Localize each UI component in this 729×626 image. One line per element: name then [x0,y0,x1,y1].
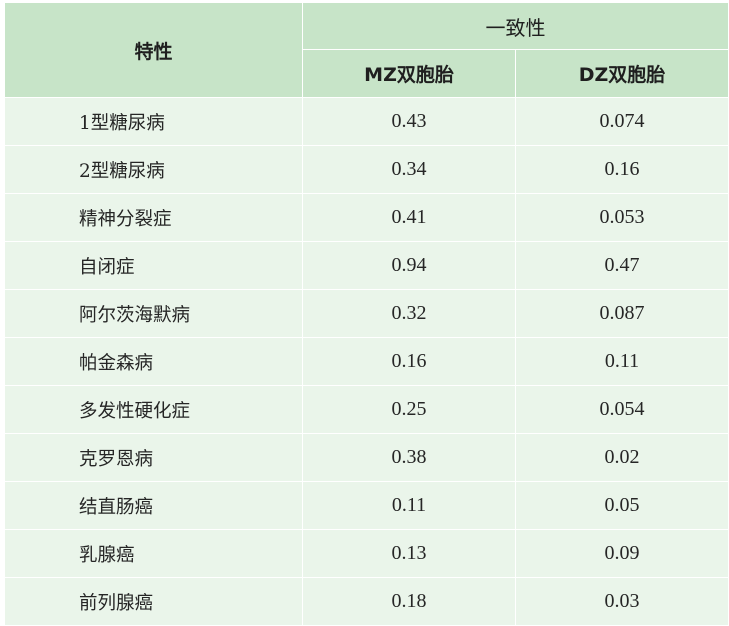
row-mz-value: 0.43 [302,97,516,146]
row-dz-value: 0.03 [515,577,729,626]
row-dz-value: 0.054 [515,385,729,434]
row-dz-value: 0.16 [515,145,729,194]
row-trait: 结直肠癌 [4,481,303,530]
table-row: 前列腺癌 0.18 0.03 [4,577,729,626]
row-mz-value: 0.25 [302,385,516,434]
row-mz-value: 0.32 [302,289,516,338]
row-trait: 乳腺癌 [4,529,303,578]
row-mz-value: 0.13 [302,529,516,578]
row-trait: 克罗恩病 [4,433,303,482]
row-trait: 自闭症 [4,241,303,290]
table-row: 精神分裂症 0.41 0.053 [4,193,729,242]
table-row: 2型糖尿病 0.34 0.16 [4,145,729,194]
table-row: 1型糖尿病 0.43 0.074 [4,97,729,146]
twin-concordance-table: 特性 一致性 MZ双胞胎 DZ双胞胎 1型糖尿病 0.43 0.074 2型糖尿… [4,2,729,626]
row-mz-value: 0.18 [302,577,516,626]
header-mz-twins: MZ双胞胎 [302,49,516,98]
table-row: 帕金森病 0.16 0.11 [4,337,729,386]
table-row: 结直肠癌 0.11 0.05 [4,481,729,530]
header-concordance: 一致性 [302,2,729,50]
table-row: 乳腺癌 0.13 0.09 [4,529,729,578]
row-trait: 1型糖尿病 [4,97,303,146]
row-dz-value: 0.087 [515,289,729,338]
row-trait: 帕金森病 [4,337,303,386]
row-trait: 阿尔茨海默病 [4,289,303,338]
row-trait: 2型糖尿病 [4,145,303,194]
row-mz-value: 0.16 [302,337,516,386]
row-mz-value: 0.41 [302,193,516,242]
row-trait: 精神分裂症 [4,193,303,242]
row-mz-value: 0.38 [302,433,516,482]
row-dz-value: 0.11 [515,337,729,386]
table-row: 克罗恩病 0.38 0.02 [4,433,729,482]
table-row: 自闭症 0.94 0.47 [4,241,729,290]
row-trait: 多发性硬化症 [4,385,303,434]
row-dz-value: 0.09 [515,529,729,578]
row-mz-value: 0.34 [302,145,516,194]
row-dz-value: 0.02 [515,433,729,482]
table-row: 多发性硬化症 0.25 0.054 [4,385,729,434]
row-dz-value: 0.05 [515,481,729,530]
table-header: 特性 一致性 MZ双胞胎 DZ双胞胎 [4,2,729,98]
table-body: 1型糖尿病 0.43 0.074 2型糖尿病 0.34 0.16 精神分裂症 0… [4,97,729,626]
row-trait: 前列腺癌 [4,577,303,626]
header-trait: 特性 [4,2,303,98]
row-mz-value: 0.11 [302,481,516,530]
header-dz-twins: DZ双胞胎 [515,49,729,98]
row-dz-value: 0.053 [515,193,729,242]
row-dz-value: 0.074 [515,97,729,146]
row-mz-value: 0.94 [302,241,516,290]
row-dz-value: 0.47 [515,241,729,290]
table-row: 阿尔茨海默病 0.32 0.087 [4,289,729,338]
